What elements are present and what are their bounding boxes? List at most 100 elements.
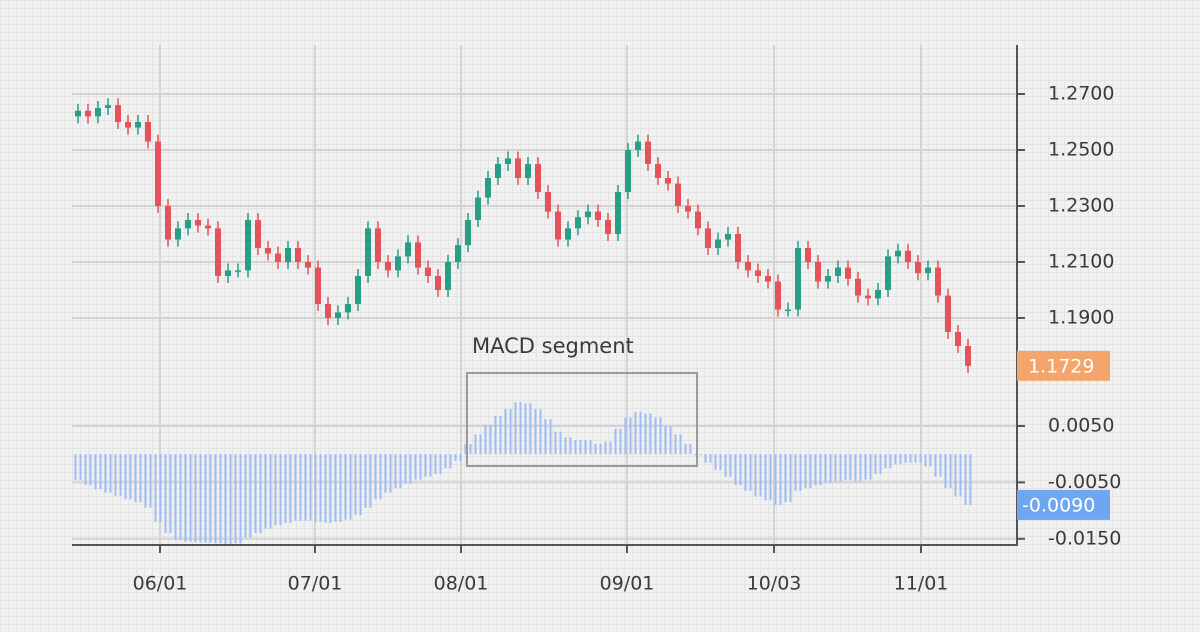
histogram-bar <box>174 454 177 540</box>
candle-body <box>435 275 441 290</box>
x-tick-label: 07/01 <box>288 573 343 595</box>
histogram-bar <box>594 444 597 455</box>
histogram-bar <box>819 454 822 486</box>
histogram-bar <box>764 454 767 501</box>
candle-body <box>845 267 851 279</box>
histogram-bar <box>234 454 237 544</box>
histogram-bar <box>519 402 522 455</box>
histogram-bar <box>544 419 547 455</box>
histogram-bar <box>914 454 917 463</box>
histogram-bar <box>309 454 312 521</box>
histogram-bar <box>774 454 777 505</box>
histogram-bar <box>539 409 542 455</box>
y-tick-label: 1.2300 <box>1048 194 1114 216</box>
histogram-bar <box>109 454 112 493</box>
histogram-bar <box>934 454 937 477</box>
histogram-bar <box>704 454 707 463</box>
candle-body <box>225 270 231 276</box>
candle-body <box>355 275 361 304</box>
candle-body <box>445 261 451 290</box>
histogram-bar <box>829 454 832 483</box>
histogram-bar <box>204 454 207 543</box>
histogram-bar <box>369 454 372 508</box>
candle-body <box>635 141 641 150</box>
histogram-bar <box>159 454 162 522</box>
candle-body <box>785 309 791 312</box>
candle-body <box>125 121 131 128</box>
candle-body <box>865 295 871 299</box>
candle-body <box>945 295 951 332</box>
histogram-bar <box>264 454 267 529</box>
candle-body <box>505 158 511 164</box>
candle-body <box>725 233 731 240</box>
histogram-bar <box>384 454 387 493</box>
histogram-bar <box>864 454 867 480</box>
marks <box>74 98 972 545</box>
histogram-bar <box>119 454 122 496</box>
candle-body <box>775 281 781 310</box>
histogram-bar <box>439 454 442 474</box>
candle-body <box>715 239 721 248</box>
histogram-bar <box>244 454 247 538</box>
histogram-bar <box>324 454 327 523</box>
histogram-bar <box>454 454 457 461</box>
histogram-bar <box>689 444 692 455</box>
histogram-bar <box>899 454 902 465</box>
histogram-bar <box>304 454 307 521</box>
histogram-bar <box>629 417 632 455</box>
histogram-bar <box>949 454 952 489</box>
histogram-bar <box>944 454 947 489</box>
histogram-bar <box>654 417 657 455</box>
candle-body <box>835 267 841 276</box>
histogram-bar <box>659 417 662 455</box>
candle-body <box>455 245 461 262</box>
histogram-bar <box>904 454 907 463</box>
candle-body <box>875 289 881 299</box>
histogram-bar <box>449 454 452 469</box>
grid <box>72 45 1017 545</box>
histogram-bar <box>314 454 317 522</box>
candle-body <box>205 225 211 229</box>
candle-body <box>525 163 531 178</box>
histogram-bar <box>644 413 647 455</box>
histogram-bar <box>549 419 552 455</box>
histogram-bar <box>924 454 927 467</box>
histogram-bar <box>444 454 447 469</box>
histogram-bar <box>799 454 802 491</box>
candle-body <box>625 149 631 192</box>
histogram-bar <box>89 454 92 486</box>
histogram-bar <box>379 454 382 500</box>
y-tick-label: -0.0150 <box>1048 527 1121 549</box>
histogram-bar <box>554 431 557 455</box>
histogram-bar <box>824 454 827 483</box>
candle-body <box>425 267 431 276</box>
histogram-bar <box>374 454 377 500</box>
histogram-bar <box>729 454 732 477</box>
candle-body <box>365 228 371 276</box>
histogram-bar <box>249 454 252 538</box>
histogram-bar <box>94 454 97 490</box>
histogram-bar <box>604 441 607 455</box>
candle-body <box>735 233 741 262</box>
candle-body <box>245 219 251 271</box>
histogram-bar <box>364 454 367 508</box>
candle-body <box>665 177 671 184</box>
candle-body <box>165 205 171 240</box>
histogram-bar <box>964 454 967 505</box>
histogram-bar <box>759 454 762 497</box>
histogram-bar <box>684 444 687 455</box>
candle-body <box>605 219 611 234</box>
histogram-bar <box>814 454 817 486</box>
candle-body <box>305 261 311 268</box>
x-tick-label: 06/01 <box>133 573 188 595</box>
candle-body <box>905 250 911 262</box>
histogram-bar <box>579 440 582 455</box>
candle-body <box>655 163 661 178</box>
histogram-bar <box>609 441 612 455</box>
histogram-bar <box>869 454 872 480</box>
candle-body <box>615 191 621 234</box>
histogram-bar <box>489 424 492 455</box>
candle-body <box>585 211 591 218</box>
histogram-bar <box>219 454 222 544</box>
